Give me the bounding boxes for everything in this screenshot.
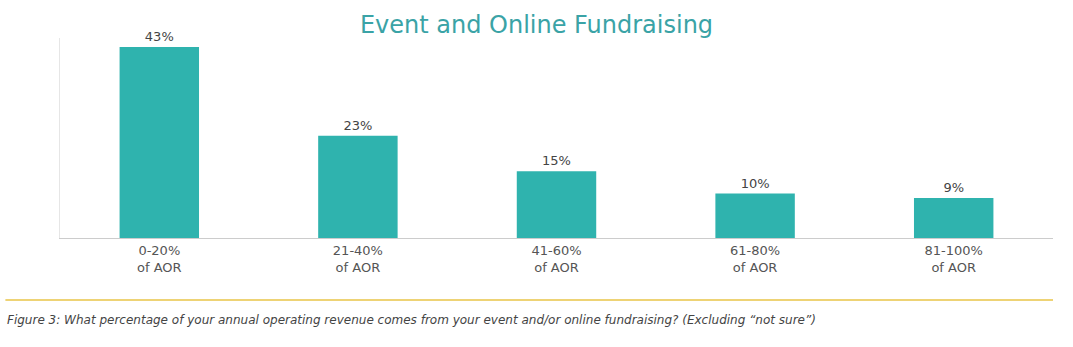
svg-text:0-20%of AOR: 0-20%of AOR bbox=[137, 243, 182, 275]
svg-text:21-40%of AOR: 21-40%of AOR bbox=[333, 243, 383, 275]
svg-text:Event and Online Fundraising: Event and Online Fundraising bbox=[360, 11, 713, 39]
svg-text:15%: 15% bbox=[542, 153, 571, 168]
svg-text:61-80%of AOR: 61-80%of AOR bbox=[730, 243, 780, 275]
svg-text:10%: 10% bbox=[741, 176, 770, 191]
svg-text:43%: 43% bbox=[145, 29, 174, 44]
svg-text:Figure 3: What percentage of y: Figure 3: What percentage of your annual… bbox=[7, 313, 816, 327]
svg-text:23%: 23% bbox=[343, 118, 372, 133]
svg-text:81-100%of AOR: 81-100%of AOR bbox=[924, 243, 982, 275]
svg-text:9%: 9% bbox=[943, 180, 964, 195]
svg-text:41-60%of AOR: 41-60%of AOR bbox=[531, 243, 581, 275]
